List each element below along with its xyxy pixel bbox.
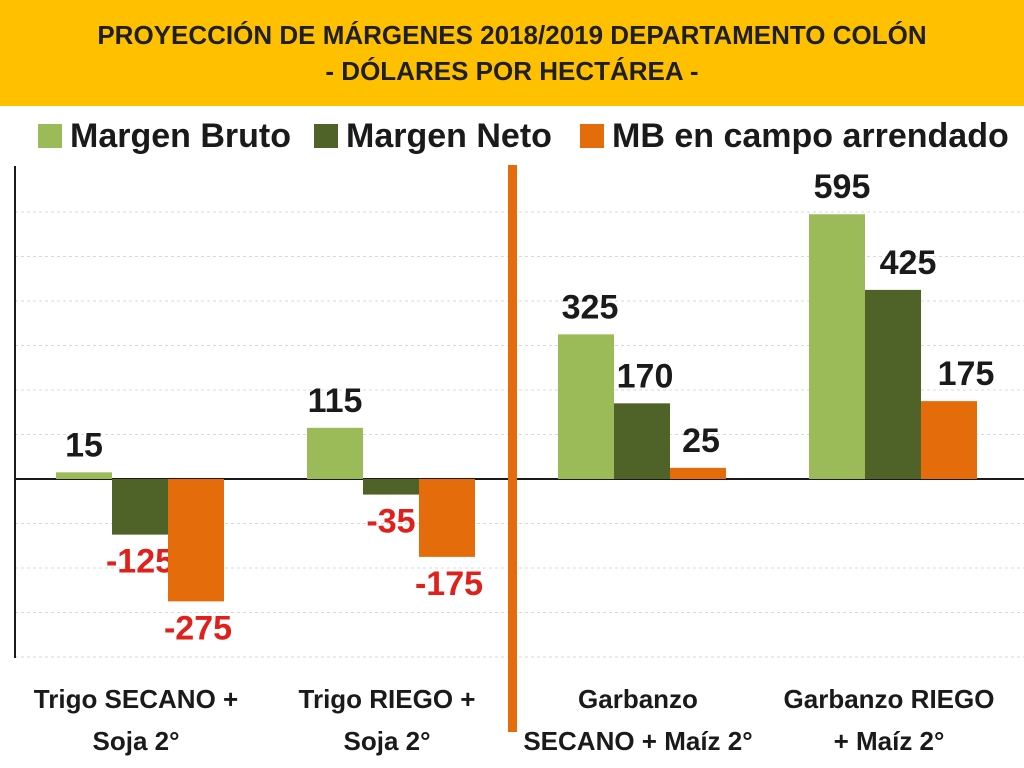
data-label-mb-arrendado: 25 — [682, 422, 720, 460]
data-label-mb-arrendado: 175 — [938, 355, 995, 393]
legend-label-mb-arrendado: MB en campo arrendado — [612, 116, 1009, 155]
data-label-margen-neto: 170 — [617, 357, 674, 395]
category-label: Soja 2° — [344, 726, 431, 756]
data-label-margen-bruto: 325 — [562, 288, 619, 326]
data-label-margen-neto: 425 — [880, 244, 937, 282]
category-label: Soja 2° — [93, 726, 180, 756]
bar-mb-arrendado — [168, 479, 224, 602]
data-label-margen-neto: -35 — [366, 503, 415, 541]
category-label: Trigo RIEGO + — [299, 684, 476, 714]
category-label: Garbanzo RIEGO — [784, 684, 995, 714]
legend-item-mb-arrendado: MB en campo arrendado — [580, 112, 1009, 160]
bar-margen-neto — [865, 289, 921, 479]
chart-legend: Margen Bruto Margen Neto MB en campo arr… — [0, 112, 1024, 160]
bar-mb-arrendado — [419, 479, 475, 557]
category-divider — [508, 165, 517, 732]
legend-swatch-mb-arrendado — [580, 124, 604, 148]
bar-mb-arrendado — [921, 401, 977, 479]
data-label-margen-bruto: 115 — [308, 382, 363, 420]
bar-mb-arrendado — [670, 467, 726, 479]
legend-label-margen-bruto: Margen Bruto — [70, 116, 291, 155]
category-label: Garbanzo — [578, 684, 698, 714]
bar-margen-neto — [363, 479, 419, 495]
chart-title-line-2: - DÓLARES POR HECTÁREA - — [325, 56, 699, 86]
bar-margen-bruto — [56, 472, 112, 479]
bar-margen-neto — [112, 479, 168, 535]
legend-item-margen-neto: Margen Neto — [314, 112, 552, 160]
legend-label-margen-neto: Margen Neto — [346, 116, 552, 155]
legend-swatch-margen-neto — [314, 124, 338, 148]
bar-margen-bruto — [307, 427, 363, 479]
data-label-margen-bruto: 595 — [814, 168, 871, 206]
chart-title-banner: PROYECCIÓN DE MÁRGENES 2018/2019 DEPARTA… — [0, 0, 1024, 106]
category-label: Trigo SECANO + — [34, 684, 238, 714]
data-label-mb-arrendado: -275 — [164, 609, 232, 647]
bar-margen-neto — [614, 403, 670, 479]
category-label: SECANO + Maíz 2° — [523, 726, 752, 756]
legend-swatch-margen-bruto — [38, 124, 62, 148]
data-label-margen-bruto: 15 — [65, 426, 103, 464]
legend-item-margen-bruto: Margen Bruto — [38, 112, 291, 160]
bar-margen-bruto — [558, 334, 614, 479]
data-label-mb-arrendado: -175 — [415, 565, 483, 603]
bar-margen-bruto — [809, 214, 865, 479]
category-label: + Maíz 2° — [834, 726, 945, 756]
data-label-margen-neto: -125 — [106, 543, 174, 581]
chart-title-line-1: PROYECCIÓN DE MÁRGENES 2018/2019 DEPARTA… — [97, 20, 927, 50]
